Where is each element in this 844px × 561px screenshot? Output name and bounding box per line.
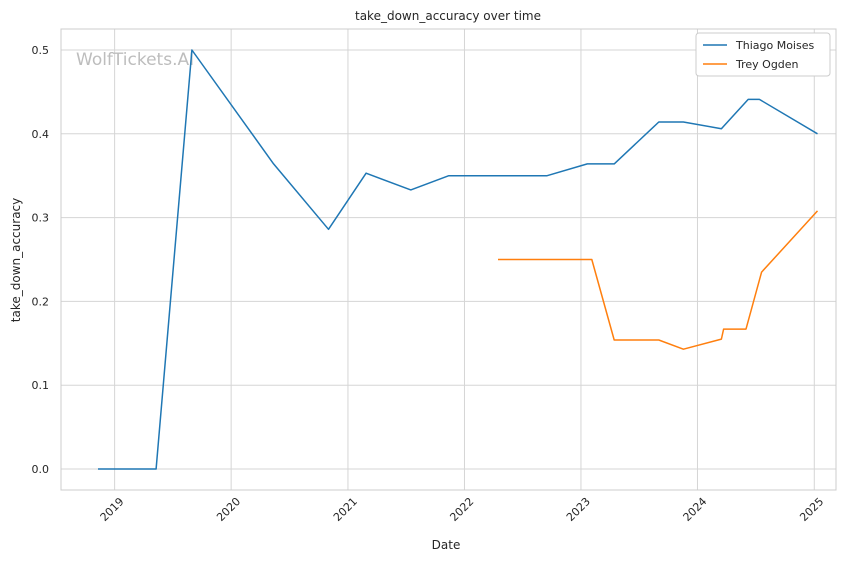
- chart-title: take_down_accuracy over time: [355, 9, 541, 23]
- legend-box: [695, 32, 831, 77]
- legend-label-thiago-moises: Thiago Moises: [735, 39, 814, 52]
- y-tick-label: 0.0: [32, 463, 50, 476]
- y-axis-label: take_down_accuracy: [9, 198, 23, 322]
- plot-area: [61, 29, 836, 490]
- plot-frame: [60, 28, 837, 491]
- legend: Thiago Moises Trey Ogden: [695, 32, 831, 77]
- y-tick-label: 0.4: [32, 128, 50, 141]
- y-tick-labels: 0.0 0.1 0.2 0.3 0.4 0.5: [32, 44, 50, 476]
- legend-label-trey-ogden: Trey Ogden: [735, 58, 799, 71]
- series-line-thiago-moises: [98, 49, 818, 470]
- watermark: WolfTickets.AI: [76, 50, 194, 70]
- y-gridlines: [61, 49, 836, 470]
- series-lines: [98, 49, 819, 470]
- y-tick-label: 0.3: [32, 212, 50, 225]
- series-line-trey-ogden: [498, 210, 819, 350]
- y-tick-label: 0.5: [32, 44, 50, 57]
- y-tick-label: 0.2: [32, 295, 50, 308]
- x-axis-label: Date: [432, 538, 461, 552]
- y-tick-label: 0.1: [32, 379, 50, 392]
